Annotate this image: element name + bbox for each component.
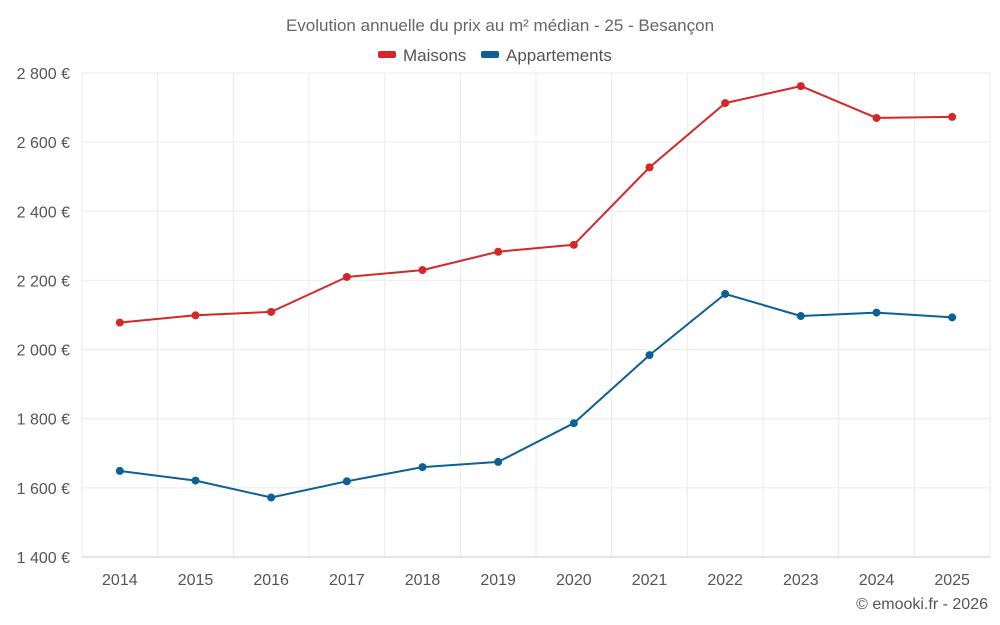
series-line-maisons — [119, 85, 953, 324]
data-point-maisons[interactable] — [418, 266, 427, 275]
x-tick-label: 2018 — [405, 572, 441, 589]
legend-swatch — [378, 51, 396, 58]
x-tick-label: 2017 — [329, 572, 365, 589]
legend-item-appartements[interactable]: Appartements — [481, 46, 612, 65]
data-point-appartements[interactable] — [569, 419, 578, 428]
x-tick-label: 2024 — [859, 572, 895, 589]
legend-label: Appartements — [506, 46, 612, 65]
axes: 1 400 € 1 600 € 1 800 € 2 000 € 2 200 € 2 400… — [17, 66, 990, 589]
data-point-appartements[interactable] — [645, 351, 654, 360]
y-tick-label: 2 600 € — [17, 135, 70, 152]
data-point-appartements[interactable] — [494, 457, 503, 466]
y-tick-label: 2 000 € — [17, 343, 70, 360]
x-tick-label: 2023 — [783, 572, 819, 589]
y-tick-label: 2 800 € — [17, 66, 70, 83]
data-point-maisons[interactable] — [872, 113, 881, 122]
data-point-appartements[interactable] — [948, 313, 957, 322]
data-point-appartements[interactable] — [872, 308, 881, 317]
data-point-maisons[interactable] — [342, 272, 351, 281]
data-point-appartements[interactable] — [796, 312, 805, 321]
credit-text: © emooki.fr - 2026 — [856, 596, 988, 613]
x-tick-label: 2025 — [934, 572, 970, 589]
legend-swatch — [481, 51, 499, 58]
data-point-appartements[interactable] — [342, 477, 351, 486]
data-point-maisons[interactable] — [796, 82, 805, 91]
grid — [81, 72, 991, 558]
series-group — [115, 82, 957, 502]
series-line-appartements — [119, 292, 953, 499]
data-point-appartements[interactable] — [267, 493, 276, 502]
y-tick-label: 1 600 € — [17, 481, 70, 498]
y-tick-label: 2 400 € — [17, 204, 70, 221]
x-tick-label: 2022 — [707, 572, 743, 589]
data-point-maisons[interactable] — [721, 99, 730, 108]
y-tick-label: 2 200 € — [17, 273, 70, 290]
x-tick-label: 2016 — [253, 572, 289, 589]
data-point-maisons[interactable] — [569, 240, 578, 249]
legend: Maisons Appartements — [378, 46, 612, 65]
data-point-maisons[interactable] — [948, 112, 957, 121]
data-point-appartements[interactable] — [418, 463, 427, 472]
data-point-maisons[interactable] — [191, 311, 200, 320]
y-tick-label: 1 400 € — [17, 550, 70, 567]
data-point-maisons[interactable] — [115, 318, 124, 327]
legend-item-maisons[interactable]: Maisons — [378, 46, 466, 65]
data-point-appartements[interactable] — [115, 466, 124, 475]
data-point-appartements[interactable] — [191, 476, 200, 485]
chart-title: Evolution annuelle du prix au m² médian … — [286, 16, 714, 35]
data-point-maisons[interactable] — [267, 307, 276, 316]
x-tick-label: 2014 — [102, 572, 138, 589]
data-point-maisons[interactable] — [645, 163, 654, 172]
data-point-maisons[interactable] — [494, 247, 503, 256]
x-tick-label: 2015 — [178, 572, 214, 589]
data-point-appartements[interactable] — [721, 289, 730, 298]
x-tick-label: 2019 — [480, 572, 516, 589]
legend-label: Maisons — [403, 46, 466, 65]
x-tick-label: 2020 — [556, 572, 592, 589]
y-tick-label: 1 800 € — [17, 412, 70, 429]
x-tick-label: 2021 — [632, 572, 668, 589]
